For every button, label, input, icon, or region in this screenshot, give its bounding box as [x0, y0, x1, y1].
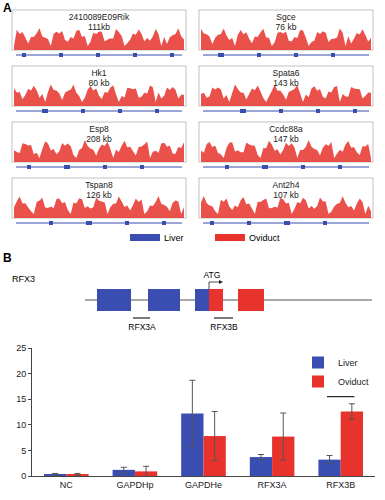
svg-text:147 kb: 147 kb — [273, 134, 299, 144]
svg-text:RFX3A: RFX3A — [128, 322, 156, 332]
svg-text:Oviduct: Oviduct — [249, 233, 280, 243]
svg-text:GAPDHp: GAPDHp — [116, 480, 153, 490]
svg-text:76 kb: 76 kb — [276, 22, 297, 32]
svg-text:Liver: Liver — [338, 358, 358, 368]
svg-text:107 kb: 107 kb — [273, 190, 299, 200]
svg-text:143 kb: 143 kb — [273, 78, 299, 88]
svg-text:RFX3B: RFX3B — [326, 480, 355, 490]
svg-text:GAPDHe: GAPDHe — [185, 480, 222, 490]
svg-text:126 kb: 126 kb — [86, 190, 112, 200]
svg-text:Esp8: Esp8 — [89, 124, 109, 134]
svg-text:111kb: 111kb — [88, 22, 110, 32]
svg-text:208 kb: 208 kb — [86, 134, 112, 144]
svg-text:Tspan8: Tspan8 — [85, 180, 113, 190]
svg-text:Spata6: Spata6 — [273, 68, 300, 78]
svg-text:5: 5 — [21, 446, 26, 456]
svg-text:20: 20 — [16, 369, 26, 379]
svg-text:Hk1: Hk1 — [91, 68, 106, 78]
svg-text:2410089E09Rik: 2410089E09Rik — [69, 12, 130, 22]
svg-text:Ant2h4: Ant2h4 — [273, 180, 300, 190]
svg-text:ATG: ATG — [204, 270, 221, 280]
svg-text:B: B — [3, 251, 12, 265]
svg-text:0: 0 — [21, 471, 26, 481]
svg-text:A: A — [3, 1, 12, 15]
svg-text:10: 10 — [16, 420, 26, 430]
svg-text:RFX3B: RFX3B — [210, 322, 238, 332]
svg-text:RFX3: RFX3 — [12, 274, 35, 284]
svg-text:80 kb: 80 kb — [89, 78, 110, 88]
svg-text:NC: NC — [60, 480, 73, 490]
svg-text:Ccdc88a: Ccdc88a — [269, 124, 303, 134]
svg-text:Liver: Liver — [164, 233, 184, 243]
svg-text:RFX3A: RFX3A — [258, 480, 287, 490]
svg-text:Sgce: Sgce — [276, 12, 296, 22]
svg-text:25: 25 — [16, 343, 26, 353]
svg-text:Oviduct: Oviduct — [338, 377, 369, 387]
svg-text:15: 15 — [16, 394, 26, 404]
